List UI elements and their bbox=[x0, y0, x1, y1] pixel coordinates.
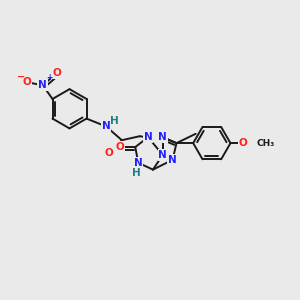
Text: O: O bbox=[239, 138, 248, 148]
Text: N: N bbox=[158, 150, 167, 160]
Text: −: − bbox=[17, 71, 25, 81]
Text: N: N bbox=[144, 132, 152, 142]
Text: O: O bbox=[115, 142, 124, 152]
Text: O: O bbox=[22, 77, 32, 87]
Text: CH₃: CH₃ bbox=[257, 139, 275, 148]
Text: N: N bbox=[158, 132, 167, 142]
Text: N: N bbox=[134, 158, 142, 168]
Text: O: O bbox=[105, 148, 113, 158]
Text: N: N bbox=[168, 155, 177, 165]
Text: N: N bbox=[102, 122, 110, 131]
Text: +: + bbox=[46, 73, 53, 82]
Text: H: H bbox=[132, 168, 141, 178]
Text: H: H bbox=[110, 116, 118, 126]
Text: N: N bbox=[38, 80, 47, 90]
Text: O: O bbox=[52, 68, 61, 78]
